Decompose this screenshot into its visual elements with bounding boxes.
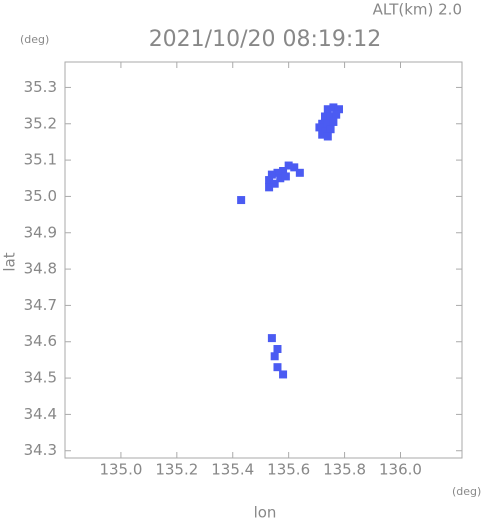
- echo-point: [281, 172, 290, 181]
- echo-point: [323, 119, 332, 128]
- echo-point: [265, 176, 274, 185]
- echo-point: [290, 163, 299, 172]
- echo-point: [279, 166, 288, 175]
- altitude-label: ALT(km) 2.0: [373, 1, 462, 19]
- echo-point: [267, 334, 276, 343]
- y-tick-label: 34.3: [24, 441, 57, 459]
- echo-point: [329, 117, 338, 126]
- echo-point: [273, 168, 282, 177]
- echo-point: [265, 183, 274, 192]
- echo-point: [276, 174, 285, 183]
- echo-point: [326, 112, 335, 121]
- x-unit: (deg): [452, 485, 481, 498]
- echo-point: [323, 105, 332, 114]
- y-unit: (deg): [20, 33, 49, 46]
- x-tick-label: 136.0: [379, 461, 422, 479]
- x-axis-label: lon: [254, 504, 277, 521]
- echo-point: [273, 363, 282, 372]
- echo-point: [237, 196, 246, 205]
- y-axis-label: lat: [1, 252, 19, 271]
- echo-point: [273, 345, 282, 354]
- chart-title: 2021/10/20 08:19:12: [149, 27, 382, 52]
- echo-point: [329, 103, 338, 112]
- echo-point: [334, 105, 343, 114]
- echo-point: [315, 123, 324, 132]
- y-tick-label: 35.0: [24, 187, 57, 205]
- echo-point: [284, 161, 293, 170]
- echo-point: [270, 352, 279, 361]
- x-tick-label: 135.2: [155, 461, 198, 479]
- y-tick-label: 34.6: [24, 332, 57, 350]
- echo-point: [332, 110, 341, 119]
- x-tick-label: 135.4: [211, 461, 254, 479]
- echo-point: [295, 168, 304, 177]
- echo-point: [267, 170, 276, 179]
- y-tick-label: 34.8: [24, 260, 57, 278]
- echo-point: [323, 132, 332, 141]
- echo-point: [270, 179, 279, 188]
- x-tick-label: 135.6: [267, 461, 310, 479]
- echo-point: [321, 112, 330, 121]
- echo-point: [279, 370, 288, 379]
- y-tick-label: 34.9: [24, 223, 57, 241]
- y-tick-label: 35.1: [24, 151, 57, 169]
- echo-point: [318, 130, 327, 139]
- x-tick-label: 135.8: [323, 461, 366, 479]
- y-tick-label: 35.3: [24, 78, 57, 96]
- echo-point: [326, 125, 335, 134]
- y-tick-label: 34.4: [24, 405, 57, 423]
- x-tick-label: 135.0: [99, 461, 142, 479]
- plot-frame: [64, 61, 463, 459]
- y-tick-label: 34.5: [24, 369, 57, 387]
- y-tick-label: 34.7: [24, 296, 57, 314]
- y-tick-label: 35.2: [24, 114, 57, 132]
